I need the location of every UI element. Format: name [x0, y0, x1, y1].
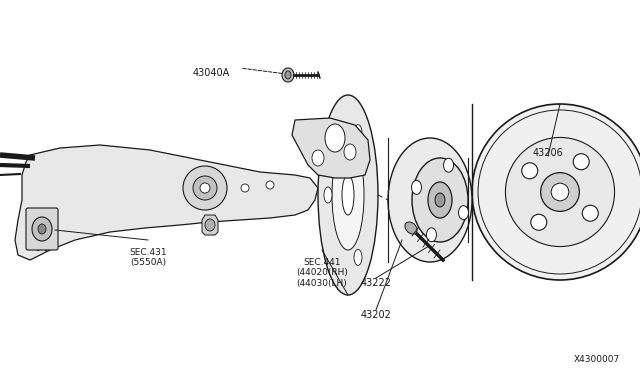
Ellipse shape	[32, 217, 52, 241]
Ellipse shape	[282, 68, 294, 82]
Text: SEC.441
(44020(RH)
(44030(LH): SEC.441 (44020(RH) (44030(LH)	[296, 258, 348, 288]
Ellipse shape	[388, 138, 472, 262]
Ellipse shape	[325, 124, 345, 152]
Ellipse shape	[285, 71, 291, 79]
Ellipse shape	[344, 144, 356, 160]
Ellipse shape	[435, 193, 445, 207]
Text: 43222: 43222	[360, 278, 392, 288]
Ellipse shape	[472, 104, 640, 280]
Ellipse shape	[324, 187, 332, 203]
Text: 43040A: 43040A	[193, 68, 230, 78]
Ellipse shape	[551, 183, 569, 201]
Ellipse shape	[412, 180, 422, 194]
Ellipse shape	[444, 158, 454, 172]
Ellipse shape	[332, 140, 364, 250]
Ellipse shape	[193, 176, 217, 200]
Ellipse shape	[312, 150, 324, 166]
Ellipse shape	[205, 219, 215, 231]
Ellipse shape	[582, 205, 598, 221]
Text: 43202: 43202	[360, 310, 392, 320]
Ellipse shape	[200, 183, 210, 193]
Ellipse shape	[38, 224, 46, 234]
Polygon shape	[292, 118, 370, 178]
Text: SEC.431
(5550A): SEC.431 (5550A)	[129, 248, 167, 267]
Ellipse shape	[354, 249, 362, 265]
Ellipse shape	[412, 158, 468, 242]
Ellipse shape	[266, 181, 274, 189]
Ellipse shape	[405, 222, 417, 234]
Ellipse shape	[241, 184, 249, 192]
FancyBboxPatch shape	[26, 208, 58, 250]
Polygon shape	[15, 145, 318, 260]
Ellipse shape	[428, 182, 452, 218]
Ellipse shape	[506, 137, 614, 247]
Ellipse shape	[531, 214, 547, 230]
Text: X4300007: X4300007	[573, 355, 620, 364]
Ellipse shape	[458, 206, 468, 219]
Ellipse shape	[541, 173, 579, 211]
Ellipse shape	[522, 163, 538, 179]
Ellipse shape	[183, 166, 227, 210]
Ellipse shape	[342, 175, 354, 215]
Text: 43206: 43206	[532, 148, 563, 158]
Ellipse shape	[354, 125, 362, 141]
Ellipse shape	[573, 154, 589, 170]
Ellipse shape	[426, 228, 436, 242]
Ellipse shape	[318, 95, 378, 295]
Polygon shape	[202, 215, 218, 235]
